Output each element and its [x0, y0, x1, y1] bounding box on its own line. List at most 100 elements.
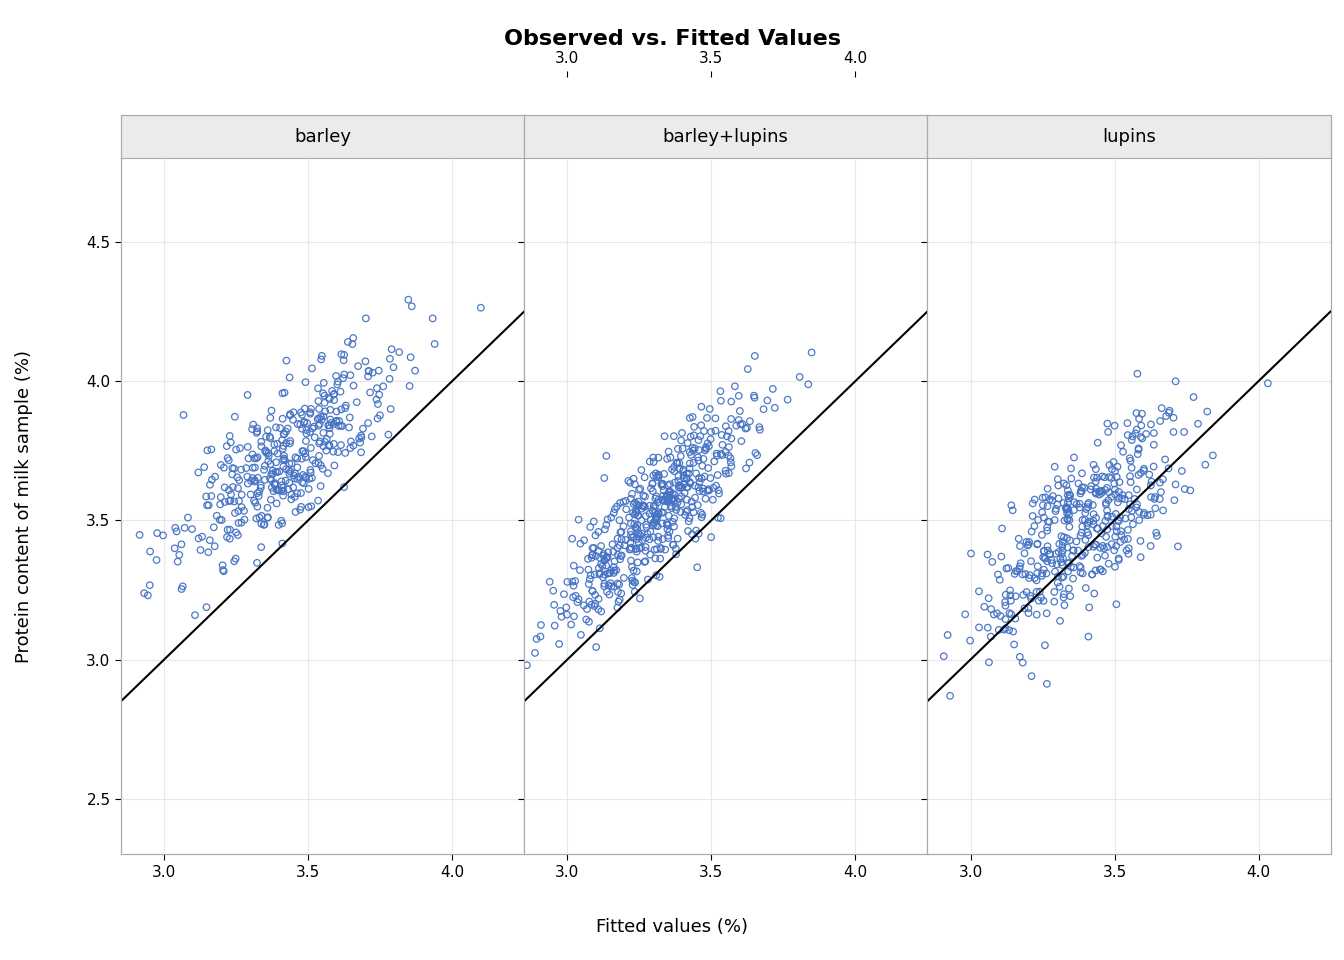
Point — [636, 530, 657, 545]
Point — [630, 526, 652, 541]
Point — [316, 443, 337, 458]
Point — [246, 555, 267, 570]
Point — [613, 494, 634, 510]
Point — [656, 451, 677, 467]
Point — [1118, 540, 1140, 556]
Point — [684, 441, 706, 456]
Point — [626, 531, 648, 546]
Point — [1114, 492, 1136, 507]
Point — [273, 452, 294, 468]
Point — [650, 476, 672, 492]
Point — [648, 506, 669, 521]
Point — [1024, 570, 1046, 586]
Point — [1126, 405, 1148, 420]
Point — [610, 548, 632, 564]
Point — [712, 437, 734, 452]
Point — [288, 469, 309, 485]
Point — [1149, 414, 1171, 429]
Point — [140, 543, 161, 559]
Point — [261, 492, 282, 507]
Point — [1086, 521, 1107, 537]
Point — [1032, 497, 1054, 513]
Point — [1130, 466, 1152, 481]
Point — [301, 361, 323, 376]
Point — [640, 524, 661, 540]
Point — [1106, 539, 1128, 554]
Point — [1132, 431, 1153, 446]
Point — [1051, 558, 1073, 573]
Point — [620, 541, 641, 557]
Point — [242, 470, 263, 486]
Point — [609, 551, 630, 566]
Point — [238, 451, 259, 467]
Point — [250, 480, 271, 495]
Point — [702, 492, 723, 508]
Point — [1009, 556, 1031, 571]
Point — [583, 514, 605, 529]
Point — [1036, 539, 1058, 554]
Point — [1159, 403, 1180, 419]
Point — [310, 351, 332, 367]
Point — [1090, 526, 1111, 541]
Point — [602, 537, 624, 552]
Point — [606, 600, 628, 615]
Point — [1039, 546, 1060, 562]
Point — [679, 444, 700, 460]
Point — [1055, 500, 1077, 516]
Point — [569, 512, 590, 527]
Point — [628, 494, 649, 510]
Point — [1106, 459, 1128, 474]
Point — [1120, 474, 1141, 490]
Point — [325, 404, 347, 420]
Point — [1103, 476, 1125, 492]
Point — [1036, 565, 1058, 581]
Point — [1086, 550, 1107, 565]
Point — [310, 478, 332, 493]
Point — [399, 378, 421, 394]
Point — [1083, 514, 1105, 529]
Point — [1027, 565, 1048, 581]
Point — [1077, 496, 1098, 512]
Point — [1059, 513, 1081, 528]
Point — [270, 483, 292, 498]
Point — [1036, 523, 1058, 539]
Point — [358, 369, 379, 384]
Point — [683, 443, 704, 458]
Point — [624, 529, 645, 544]
Point — [308, 411, 329, 426]
Point — [358, 363, 379, 378]
Point — [285, 504, 306, 519]
Point — [991, 549, 1012, 564]
Point — [282, 480, 304, 495]
Point — [706, 446, 727, 462]
Point — [237, 440, 258, 455]
Text: Fitted values (%): Fitted values (%) — [595, 918, 749, 936]
Point — [214, 460, 235, 475]
Point — [261, 403, 282, 419]
Point — [1075, 501, 1097, 516]
Point — [1001, 503, 1023, 518]
Point — [1093, 564, 1114, 579]
Point — [718, 423, 739, 439]
Point — [300, 406, 321, 421]
Point — [333, 367, 355, 382]
Point — [1017, 606, 1039, 621]
Point — [1089, 484, 1110, 499]
Point — [606, 540, 628, 556]
Point — [645, 466, 667, 481]
Point — [1098, 556, 1120, 571]
Point — [1047, 478, 1068, 493]
Point — [692, 451, 714, 467]
Point — [620, 516, 641, 531]
Point — [626, 540, 648, 556]
Point — [624, 496, 645, 512]
Point — [1110, 535, 1132, 550]
Point — [653, 493, 675, 509]
Point — [614, 538, 636, 553]
Point — [694, 468, 715, 484]
Point — [1085, 563, 1106, 578]
Point — [1000, 607, 1021, 622]
Point — [1058, 556, 1079, 571]
Point — [683, 455, 704, 470]
Point — [628, 525, 649, 540]
